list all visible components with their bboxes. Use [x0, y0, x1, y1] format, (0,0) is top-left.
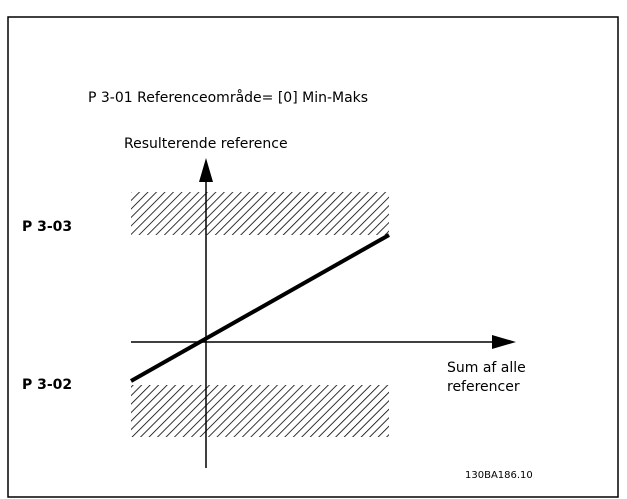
- x-arrow: [492, 335, 516, 349]
- frame: [7, 16, 619, 498]
- title: P 3-01 Referenceområde= [0] Min-Maks: [88, 89, 368, 106]
- lower-hatch: [131, 385, 389, 437]
- y-axis-label: Resulterende reference: [124, 136, 288, 152]
- reference-line: [130, 233, 390, 383]
- x-axis-label: referencer: [447, 379, 520, 395]
- lower-label: P 3-02: [22, 377, 72, 393]
- upper-hatch: [131, 192, 389, 235]
- y-arrow: [199, 158, 213, 182]
- upper-label: P 3-03: [22, 219, 72, 235]
- figure-id: 130BA186.10: [465, 470, 533, 481]
- x-axis-label: Sum af alle: [447, 360, 526, 376]
